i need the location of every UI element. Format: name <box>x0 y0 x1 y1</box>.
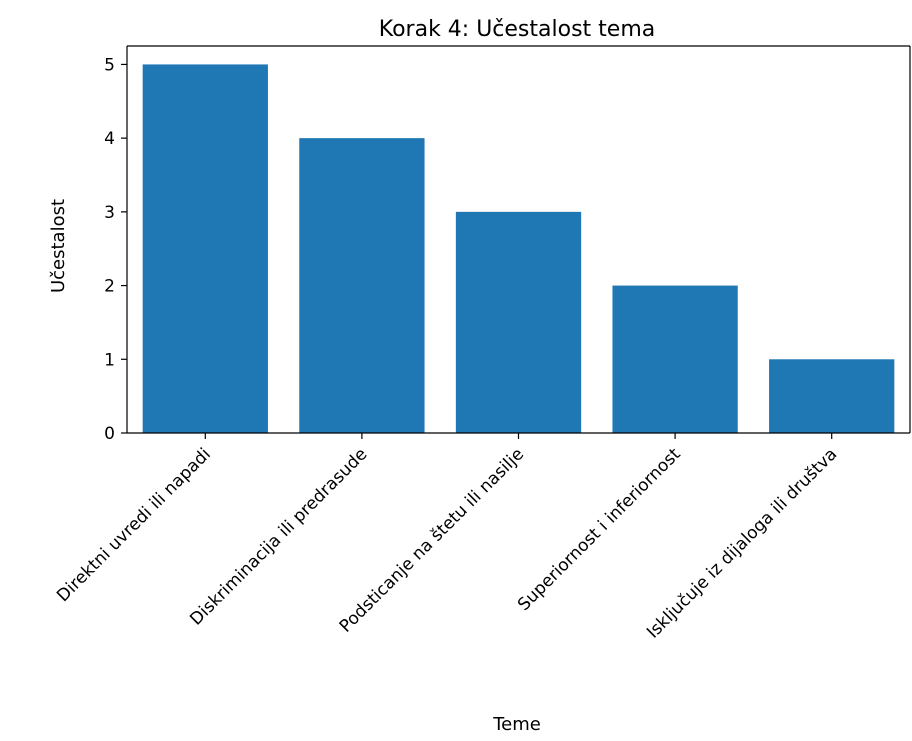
bar-4 <box>612 285 738 433</box>
y-tick-label: 1 <box>104 350 115 370</box>
chart-title: Korak 4: Učestalost tema <box>379 17 655 42</box>
x-tick-label: Direktni uvredi ili napadi <box>53 444 215 606</box>
x-axis-label: Teme <box>492 714 541 735</box>
y-tick-label: 2 <box>104 277 115 297</box>
bars-layer <box>142 64 895 434</box>
bar-1 <box>142 64 268 434</box>
y-axis-label: Učestalost <box>48 199 69 293</box>
bar-2 <box>299 138 425 433</box>
bar-5 <box>769 359 895 433</box>
y-axis: 0 1 2 3 4 5 <box>104 46 911 444</box>
y-tick-label: 4 <box>104 129 115 149</box>
y-tick-label: 3 <box>104 203 115 223</box>
y-tick-label: 5 <box>104 55 115 75</box>
x-tick-label: Isključuje iz dijaloga ili društva <box>643 444 841 642</box>
x-tick-label: Podsticanje na štetu ili nasilje <box>336 444 528 636</box>
x-tick-label: Superiornost i inferiornost <box>514 444 685 615</box>
y-tick-label: 0 <box>104 424 115 444</box>
bar-3 <box>455 211 582 433</box>
x-tick-label: Diskriminacija ili predrasude <box>186 444 371 629</box>
